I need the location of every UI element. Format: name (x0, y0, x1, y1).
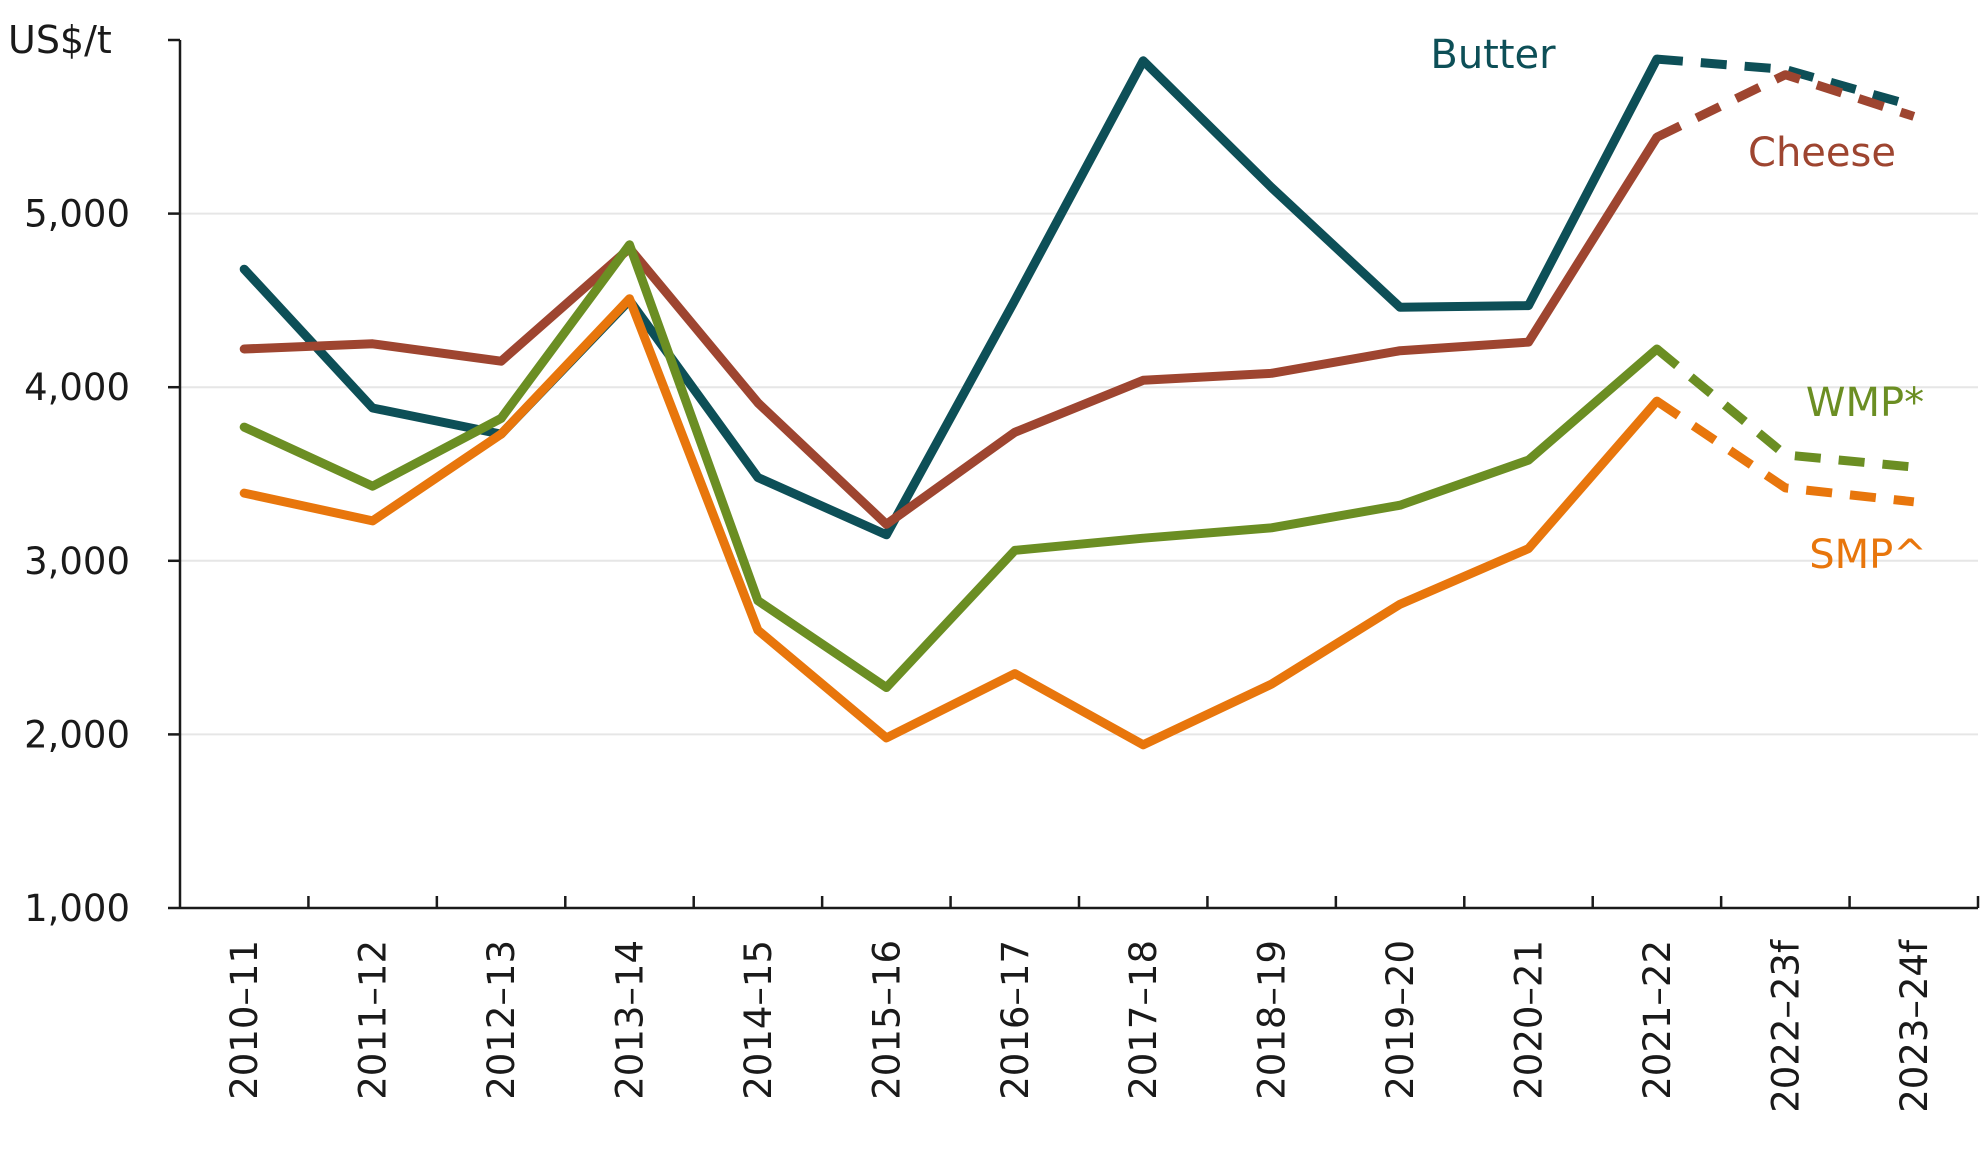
series-forecast-wmp (1654, 345, 1915, 472)
x-tick-label: 2020–21 (1508, 940, 1551, 1100)
y-tick-label: 3,000 (24, 540, 130, 583)
x-tick-label: 2015–16 (865, 940, 908, 1100)
x-tick-label: 2013–14 (609, 940, 652, 1100)
series-forecast-butter (1656, 54, 1916, 111)
x-tick-label: 2016–17 (994, 940, 1037, 1100)
series-label-cheese: Cheese (1748, 130, 1896, 176)
x-tick-label: 2018–19 (1251, 940, 1294, 1100)
series-labels: Butter Cheese WMP* SMP^ (1430, 32, 1926, 578)
x-tick-label: 2019–20 (1379, 940, 1422, 1100)
x-tick-label: 2021–22 (1636, 940, 1679, 1100)
gridlines (180, 212, 1978, 736)
x-tick-label: 2012–13 (480, 940, 523, 1100)
y-tick-label: 4,000 (24, 366, 130, 409)
y-tick-label: 5,000 (24, 193, 130, 236)
x-tick-label: 2014–15 (737, 940, 780, 1100)
x-tick-label: 2011–12 (352, 940, 395, 1100)
series-line-cheese (239, 132, 1662, 529)
y-tick-label: 2,000 (24, 713, 130, 756)
y-axis-label: US$/t (8, 18, 112, 62)
x-tick-label: 2017–18 (1122, 940, 1165, 1100)
series-forecast-smp (1654, 397, 1915, 507)
axes: 1,000 2,000 3,000 4,000 5,000 US$/t 2010–11 201… (8, 18, 1980, 1113)
y-tick-label: 1,000 (24, 887, 130, 930)
x-tick-label: 2010–11 (223, 940, 266, 1100)
series-label-butter: Butter (1430, 32, 1556, 78)
series-lines (239, 54, 1916, 750)
x-tick-label: 2023–24f (1893, 939, 1936, 1113)
series-forecast-cheese (1654, 70, 1916, 142)
x-tick-label: 2022–23f (1764, 939, 1807, 1113)
series-line-smp (239, 294, 1662, 750)
series-label-smp: SMP^ (1809, 532, 1927, 578)
series-line-wmp (239, 240, 1662, 692)
series-label-wmp: WMP* (1806, 380, 1924, 426)
